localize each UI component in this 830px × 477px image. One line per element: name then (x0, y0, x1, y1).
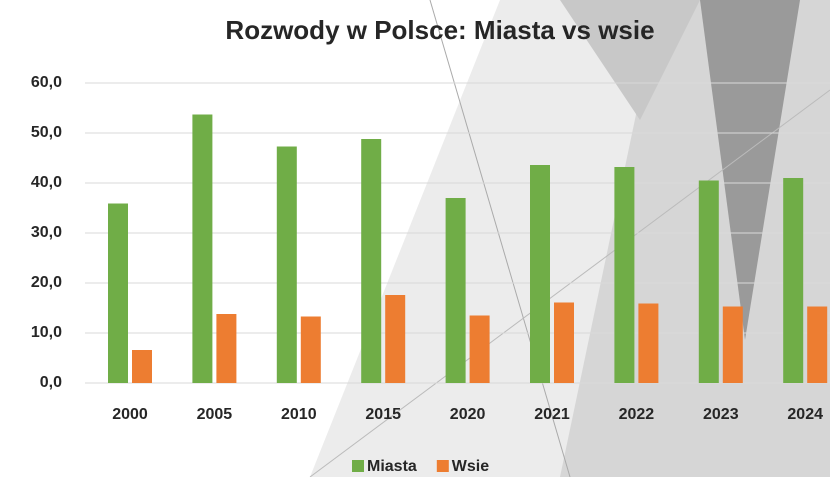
bar (469, 315, 490, 383)
x-tick-label: 2000 (112, 406, 148, 423)
bar (445, 198, 466, 383)
bar (783, 178, 804, 383)
bar (530, 165, 550, 383)
x-tick-label: 2024 (787, 406, 823, 423)
x-tick-label: 2015 (365, 406, 401, 423)
x-tick-label: 2022 (619, 406, 655, 423)
x-tick-label: 2005 (197, 406, 233, 423)
bar (385, 295, 406, 383)
x-tick-label: 2021 (534, 406, 570, 423)
bar (192, 114, 213, 383)
y-tick-label: 10,0 (31, 324, 62, 341)
bar (276, 146, 297, 383)
bar (722, 306, 743, 383)
y-tick-label: 0,0 (40, 374, 62, 391)
bar (638, 303, 659, 383)
bar (132, 350, 152, 383)
y-tick-label: 40,0 (31, 174, 62, 191)
y-tick-label: 30,0 (31, 224, 62, 241)
bar (300, 316, 321, 383)
bar (361, 139, 382, 383)
x-tick-label: 2020 (450, 406, 486, 423)
bar (614, 167, 635, 383)
bar (807, 306, 828, 383)
y-tick-label: 20,0 (31, 274, 62, 291)
chart-title: Rozwody w Polsce: Miasta vs wsie (225, 15, 654, 45)
legend-swatch (352, 460, 364, 472)
x-tick-label: 2010 (281, 406, 317, 423)
legend-label: Miasta (367, 458, 417, 475)
legend-label: Wsie (452, 458, 489, 475)
bar (216, 314, 237, 383)
bar (554, 302, 574, 383)
y-tick-label: 50,0 (31, 124, 62, 141)
bar (698, 180, 719, 383)
bar (108, 203, 128, 383)
legend-swatch (436, 460, 449, 472)
y-tick-label: 60,0 (31, 74, 62, 91)
x-tick-label: 2023 (703, 406, 739, 423)
